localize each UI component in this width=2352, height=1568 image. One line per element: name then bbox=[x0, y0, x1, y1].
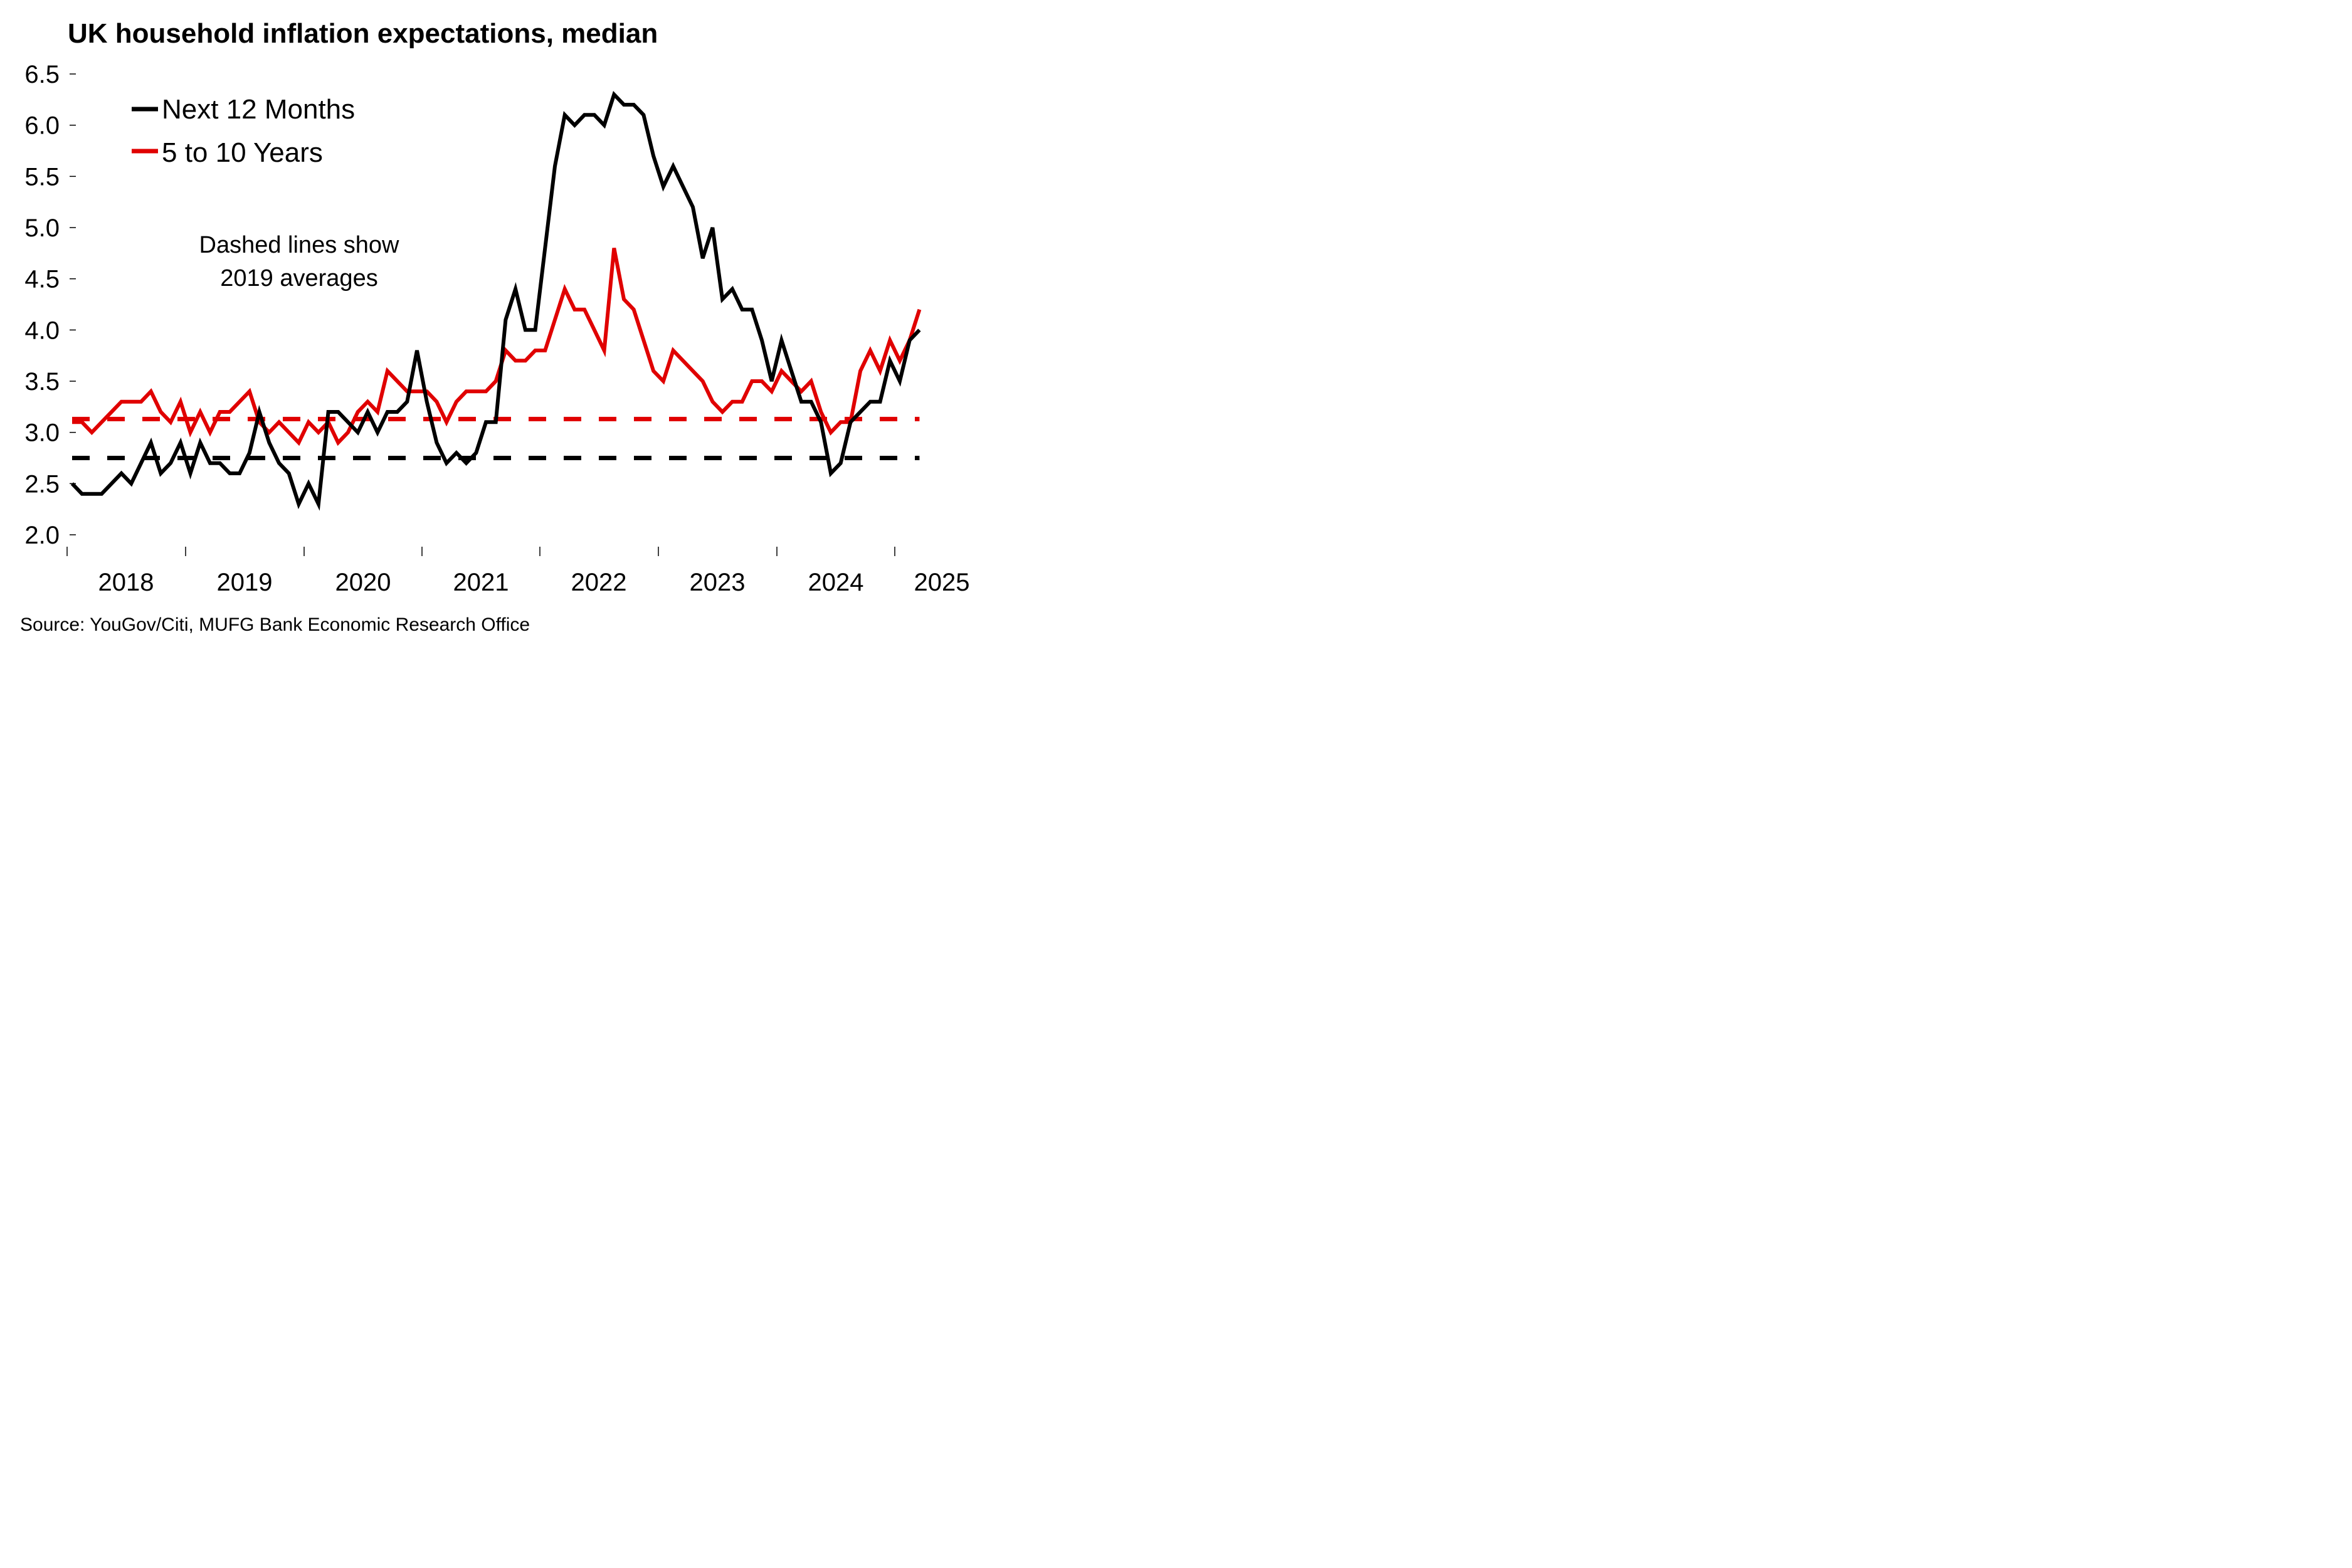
y-tick-label: 3.0 bbox=[24, 419, 60, 447]
reference-lines bbox=[72, 416, 920, 460]
series-line-5-to-10-years bbox=[72, 248, 922, 446]
y-tick-label: 6.5 bbox=[24, 61, 60, 88]
chart: UK household inflation expectations, med… bbox=[20, 18, 970, 635]
y-tick-label: 5.0 bbox=[24, 214, 60, 242]
x-tick-label: 2022 bbox=[571, 569, 627, 596]
source-note: Source: YouGov/Citi, MUFG Bank Economic … bbox=[20, 614, 530, 635]
y-axis: 2.0 2.5 3.0 3.5 4.0 4.5 5.0 5.5 6.0 6.5 bbox=[24, 61, 76, 549]
chart-title: UK household inflation expectations, med… bbox=[68, 18, 658, 49]
series-lines bbox=[70, 91, 922, 511]
x-tick-label: 2019 bbox=[217, 569, 273, 596]
series-line-next-12-months bbox=[70, 91, 921, 511]
x-tick-label: 2024 bbox=[808, 569, 864, 596]
legend-label-next-12-months: Next 12 Months bbox=[162, 94, 355, 125]
y-tick-label: 3.5 bbox=[24, 368, 60, 396]
annotation: Dashed lines show 2019 averages bbox=[199, 232, 400, 292]
x-tick-label: 2021 bbox=[453, 569, 509, 596]
annotation-line-2: 2019 averages bbox=[220, 265, 377, 292]
x-tick-label: 2023 bbox=[690, 569, 746, 596]
y-tick-label: 5.5 bbox=[24, 163, 60, 191]
y-tick-label: 4.5 bbox=[24, 266, 60, 293]
y-tick-label: 6.0 bbox=[24, 112, 60, 140]
x-tick-label: 2025 bbox=[914, 569, 970, 596]
y-tick-label: 4.0 bbox=[24, 317, 60, 344]
legend-label-5-to-10-years: 5 to 10 Years bbox=[162, 137, 323, 168]
x-tick-label: 2020 bbox=[335, 569, 391, 596]
x-tick-label: 2018 bbox=[98, 569, 154, 596]
legend: Next 12 Months 5 to 10 Years bbox=[132, 94, 355, 168]
y-tick-label: 2.5 bbox=[24, 470, 60, 498]
annotation-line-1: Dashed lines show bbox=[199, 232, 400, 258]
x-axis: 2018 2019 2020 2021 2022 2023 2024 2025 bbox=[66, 547, 970, 596]
y-tick-label: 2.0 bbox=[24, 522, 60, 549]
